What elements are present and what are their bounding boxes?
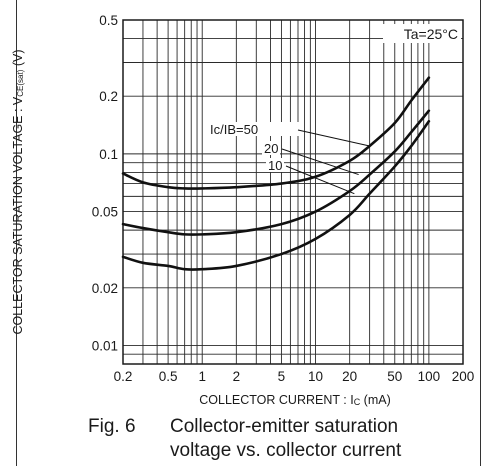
y-tick-label: 0.5: [99, 13, 118, 28]
x-tick-label: 0.5: [159, 369, 178, 384]
y-tick-label: 0.1: [99, 147, 118, 162]
plot-border: [122, 19, 464, 365]
y-axis-label: COLLECTOR SATURATION VOLTAGE : VCE(sat) …: [11, 49, 25, 334]
x-tick-label: 0.2: [114, 369, 133, 384]
x-tick-label: 200: [452, 369, 475, 384]
x-tick-label: 1: [198, 369, 206, 384]
x-tick-label: 2: [233, 369, 241, 384]
series-label-2: 20: [264, 141, 278, 156]
page-border-left: [16, 0, 17, 466]
y-tick-label: 0.05: [92, 205, 118, 220]
series-line-2: [121, 109, 431, 236]
annotation-box: [383, 24, 461, 43]
x-tick-labels: 0.2 0.5 1 2 5 10 20 50 100 200: [114, 369, 475, 384]
series-label-3: 10: [268, 158, 282, 173]
series-label-background: [266, 158, 284, 172]
figure-number: Fig. 6: [88, 416, 136, 437]
series-line-1: [121, 76, 431, 190]
x-tick-label: 100: [418, 369, 441, 384]
series-label-background: [208, 122, 300, 136]
x-tick-label: 10: [308, 369, 323, 384]
x-axis-label: COLLECTOR CURRENT : IC (mA): [199, 393, 391, 407]
series-leader-line: [297, 129, 370, 147]
y-tick-label: 0.2: [99, 89, 118, 104]
temperature-annotation: Ta=25°C: [404, 26, 458, 42]
series-label-1: Ic/IB=50: [210, 122, 258, 137]
series-label-background: [262, 141, 280, 155]
figure-title-line-2: voltage vs. collector current: [170, 440, 402, 461]
series-leader-line: [281, 148, 359, 176]
series-layer: Ic/IB=50 20 10: [121, 76, 431, 271]
y-tick-labels: 0.01 0.02 0.05 0.1 0.2 0.5: [92, 13, 118, 353]
y-tick-label: 0.01: [92, 338, 118, 353]
x-tick-label: 50: [387, 369, 402, 384]
x-tick-label: 5: [278, 369, 286, 384]
series-line-3: [121, 119, 431, 271]
y-tick-label: 0.02: [92, 281, 118, 296]
x-tick-label: 20: [342, 369, 357, 384]
series-leader-line: [285, 165, 355, 195]
page-border-right: [480, 0, 481, 466]
figure-title-line-1: Collector-emitter saturation: [170, 416, 399, 437]
grid-lines: [122, 19, 464, 365]
